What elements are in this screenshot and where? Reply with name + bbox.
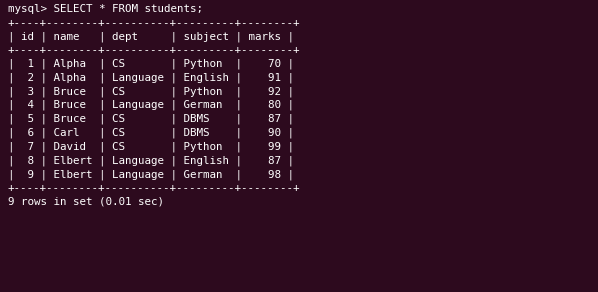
Text: mysql> SELECT * FROM students;
+----+--------+----------+---------+--------+
| i: mysql> SELECT * FROM students; +----+---… [8, 4, 300, 206]
